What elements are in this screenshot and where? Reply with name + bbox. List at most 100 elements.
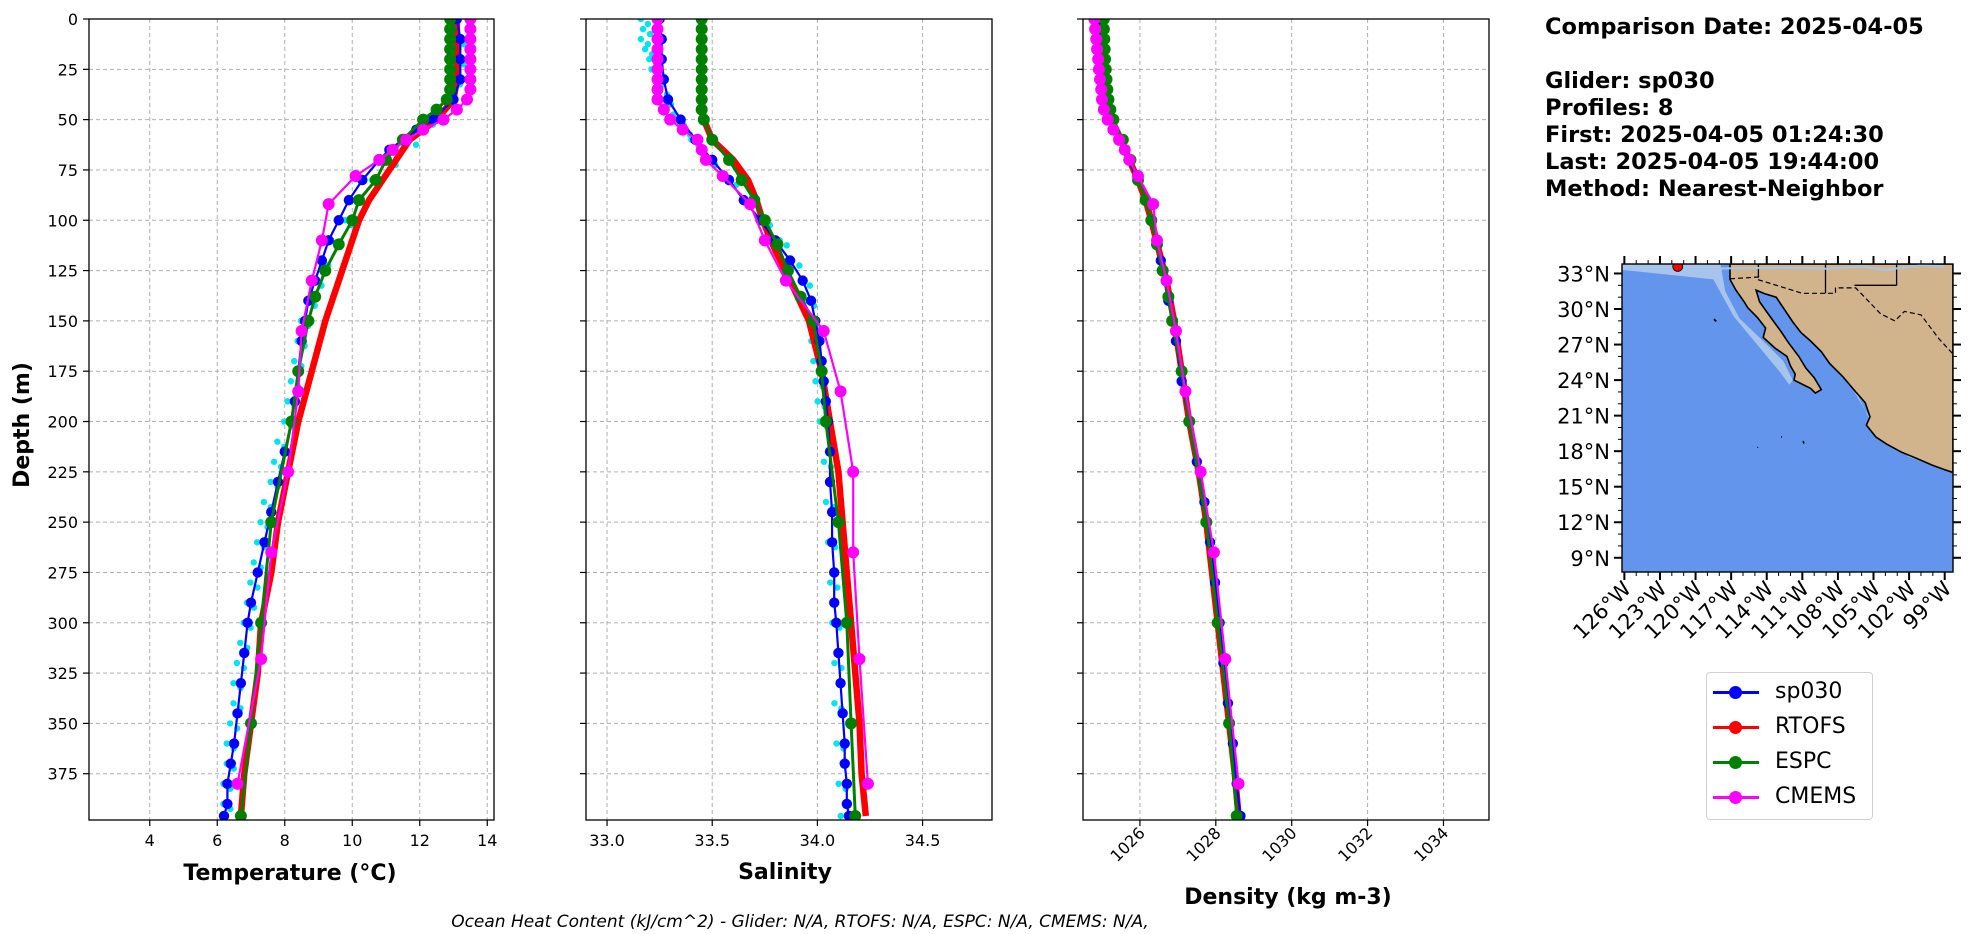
legend-item-rtofs: RTOFS [1707,710,1872,744]
temperature-glider-raw-point [284,398,291,405]
temperature-espc-point [292,365,305,378]
density-panel: 1026 1028 1030 1032 1034 [1077,18,1490,866]
salinity-espc-point [723,153,736,166]
salinity-espc-point [840,616,853,629]
salinity-espc-point [845,717,858,730]
temperature-sp030-point [218,810,230,820]
salinity-glider-raw-point [646,56,653,63]
salinity-cmems-point [651,33,664,46]
temperature-cmems-point [282,465,295,478]
temperature-espc-point [245,717,257,730]
temperature-glider-raw-point [233,659,241,667]
map-lat-label: 30°N [1557,298,1610,322]
density-cmems-point [1150,234,1163,247]
temperature-glider-raw-point [237,639,244,647]
density-x-tick-label: 1032 [1334,823,1376,865]
legend-marker [1729,686,1742,699]
temperature-cmems-point [400,133,413,146]
ocean-heat-content-caption: Ocean Heat Content (kJ/cm^2) - Glider: N… [451,912,1149,932]
salinity-sp030-point [837,708,848,719]
salinity-sp030-point [797,275,808,286]
temperature-sp030-point [333,215,344,226]
temperature-glider-raw-point [287,378,295,385]
salinity-espc-point [695,103,708,116]
temperature-series-rtofs [237,19,461,817]
salinity-glider-raw-point [831,700,838,707]
river [1671,264,1945,271]
info-block: Comparison Date: 2025-04-05 Glider: sp03… [1545,14,1924,203]
y-tick-label: 150 [47,312,78,331]
salinity-sp030-point [833,647,844,659]
island [1781,435,1783,439]
salinity-cmems-point [861,777,874,790]
density-x-tick-label: 1026 [1107,823,1149,865]
salinity-espc-point [695,53,708,66]
salinity-x-tick-label: 33.0 [589,831,625,850]
land-mexico [1729,264,1953,474]
last-time: Last: 2025-04-05 19:44:00 [1545,149,1880,175]
island [1802,440,1805,445]
legend-label: CMEMS [1775,784,1857,809]
density-cmems-point [1095,83,1108,96]
temperature-sp030-point [239,647,250,659]
temperature-cmems-point [315,234,328,247]
temperature-espc-point [430,103,443,116]
salinity-glider-raw-point [637,19,645,23]
temperature-x-tick-label: 8 [280,831,290,850]
salinity-sp030-point [826,537,838,548]
density-x-tick-label: 1030 [1258,823,1300,865]
temperature-sp030-point [455,74,466,85]
salinity-x-label: Salinity [738,860,832,885]
salinity-espc-point [695,19,708,25]
temperature-espc-point [444,23,457,36]
salinity-sp030-point [839,758,850,769]
temperature-espc-point [444,33,457,46]
salinity-cmems-point [651,23,664,36]
temperature-espc-point [444,83,457,96]
temperature-cmems-point [305,274,318,287]
salinity-sp030-point [829,567,840,578]
salinity-x-tick-label: 34.5 [905,831,941,850]
salinity-glider-raw-point [820,458,828,465]
salinity-cmems-point [651,93,664,106]
salinity-espc-point [695,83,708,96]
temperature-cmems-point [464,83,477,96]
salinity-espc-point [849,809,862,820]
y-tick-label: 275 [47,563,78,582]
temperature-glider-raw-point [412,141,420,148]
salinity-sp030-point [829,597,840,608]
legend-item-sp030: sp030 [1707,675,1872,709]
salinity-glider-raw-point [833,740,840,747]
temperature-plot-area [218,19,477,820]
salinity-espc-point [695,93,708,106]
profile-count: Profiles: 8 [1545,95,1674,121]
temperature-cmems-point [464,73,477,86]
density-espc-point [1162,290,1175,303]
temperature-espc-point [444,63,457,76]
density-cmems-point [1232,777,1245,790]
salinity-cmems-point [676,123,689,136]
temperature-cmems-point [464,53,477,66]
y-tick-label: 50 [58,111,78,130]
density-espc-point [1097,23,1110,36]
temperature-cmems-point [349,169,362,182]
temperature-x-tick-label: 4 [145,831,155,850]
salinity-cmems-point [847,465,860,478]
temperature-glider-raw-point [291,357,298,365]
temperature-sp030-point [316,255,328,266]
salinity-espc-point [819,415,832,428]
salinity-x-tick-label: 33.5 [694,831,730,850]
legend-item-cmems: CMEMS [1707,780,1872,814]
salinity-glider-raw-point [783,242,790,249]
map-lat-label: 24°N [1557,369,1610,393]
temperature-glider-raw-point [270,458,278,465]
salinity-glider-raw-point [646,30,654,38]
temperature-sp030-point [228,738,240,749]
temperature-sp030-point [222,778,233,789]
temperature-cmems-point [464,19,477,25]
legend-item-espc: ESPC [1707,745,1872,779]
island [1757,446,1759,449]
salinity-glider-raw-point [827,579,834,586]
temperature-panel: 0 25 50 75 100 125 150 175 200 225 250 275 300 325 350… [47,10,497,850]
